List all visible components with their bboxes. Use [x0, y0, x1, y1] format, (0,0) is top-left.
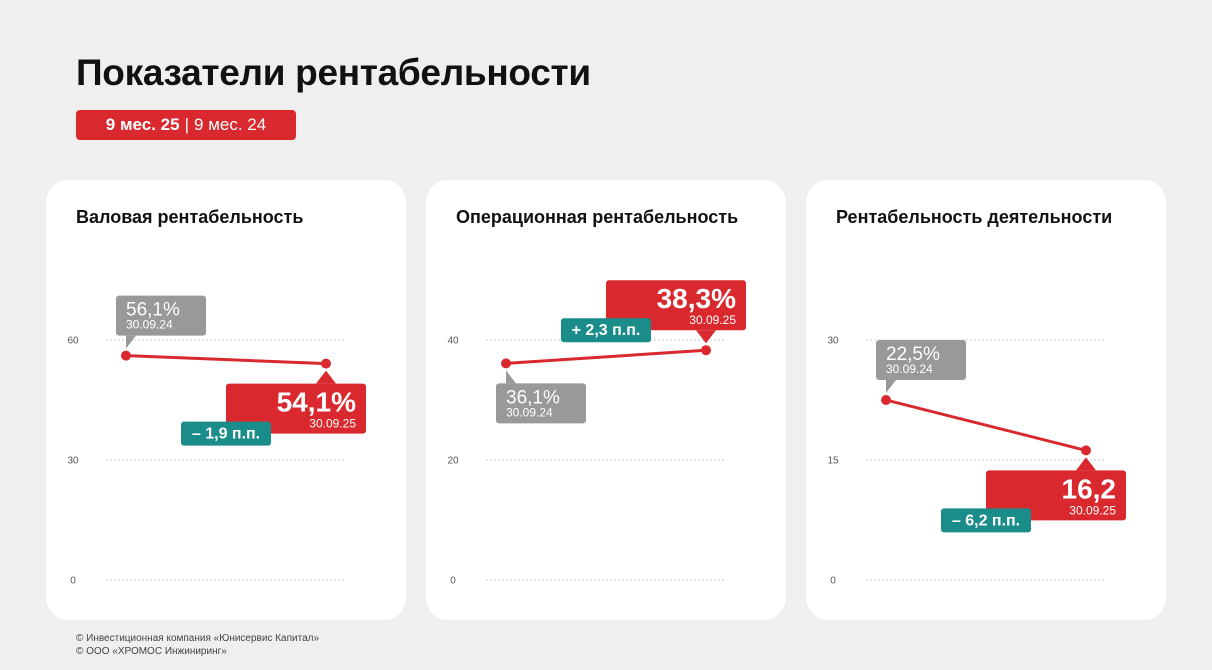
- y-tick-label: 20: [447, 456, 459, 467]
- data-point-curr: [1081, 445, 1091, 456]
- value-label-prev: 36,1%: [506, 387, 560, 408]
- series-line: [885, 398, 1087, 452]
- y-tick-label: 30: [827, 336, 839, 347]
- card-title: Операционная рентабельность: [456, 207, 739, 227]
- y-tick-label: 0: [70, 576, 76, 587]
- period-legend: 9 мес. 25 | 9 мес. 24: [76, 110, 296, 140]
- y-tick-label: 15: [827, 456, 839, 467]
- date-label-prev: 30.09.24: [126, 318, 173, 332]
- page-title: Показатели рентабельности: [76, 52, 591, 93]
- value-label-curr: 16,2: [1062, 473, 1117, 504]
- date-label-curr: 30.09.25: [1069, 503, 1116, 517]
- series-line: [505, 348, 707, 365]
- difference-label: – 1,9 п.п.: [192, 426, 260, 443]
- footer-line: © Инвестиционная компания «Юнисервис Кап…: [76, 633, 320, 644]
- footer-copyright: © Инвестиционная компания «Юнисервис Кап…: [76, 632, 319, 658]
- callout-pointer-curr: [316, 370, 336, 384]
- card-gross-margin: Валовая рентабельность 0 30 60 56,1% 30.09.2…: [46, 180, 406, 620]
- value-label-curr: 54,1%: [277, 387, 356, 418]
- y-tick-label: 40: [447, 336, 459, 347]
- date-label-prev: 30.09.24: [506, 405, 553, 419]
- callout-pointer-prev: [886, 380, 896, 393]
- callout-pointer-curr: [696, 330, 716, 344]
- data-point-prev: [121, 350, 131, 361]
- date-label-curr: 30.09.25: [689, 313, 736, 327]
- date-label-prev: 30.09.24: [886, 362, 933, 376]
- card-operating-margin: Операционная рентабельность 0 20 40 36,1% 30…: [426, 180, 786, 620]
- data-point-curr: [321, 358, 331, 369]
- callout-prev: [876, 340, 966, 380]
- callout-pointer-curr: [1076, 457, 1096, 471]
- card-title: Валовая рентабельность: [76, 207, 304, 227]
- chart-activity-margin: 0 15 30 22,5%30.09.24 16,230.09.25 – 6,2 п.п.: [827, 336, 1126, 587]
- y-tick-label: 0: [450, 576, 456, 587]
- period-separator: |: [184, 115, 190, 134]
- period-current: 9 мес. 25: [105, 115, 180, 134]
- chart-operating-margin: 0 20 40 36,1%30.09.24 38,3%30.09.25 + 2,3 п.п…: [447, 280, 746, 587]
- date-label-curr: 30.09.25: [309, 417, 356, 431]
- value-label-curr: 38,3%: [657, 283, 736, 314]
- callout-curr: [986, 470, 1126, 521]
- callout-prev: [116, 295, 206, 336]
- callout-prev: [496, 383, 586, 424]
- data-point-prev: [881, 395, 891, 405]
- y-tick-label: 60: [67, 336, 79, 347]
- callout-pointer-prev: [506, 370, 516, 384]
- difference-badge: [561, 318, 651, 343]
- card-activity-margin: Рентабельность деятельности 0 15 30 22,5% 30…: [806, 180, 1166, 620]
- chart-gross-margin: 0 30 60 56,1%30.09.24 54,1%30.09.25 – 1,9 п.п…: [67, 295, 366, 587]
- difference-badge: [181, 421, 271, 446]
- value-label-prev: 56,1%: [126, 300, 180, 321]
- series-line: [125, 354, 327, 366]
- data-point-prev: [501, 358, 511, 369]
- footer-line: © ООО «ХРОМОС Инжиниринг»: [76, 646, 227, 657]
- difference-badge: [941, 508, 1031, 533]
- difference-label: – 6,2 п.п.: [952, 512, 1020, 529]
- value-label-prev: 22,5%: [886, 344, 940, 365]
- period-previous: 9 мес. 24: [194, 115, 267, 134]
- callout-curr: [226, 383, 366, 434]
- callout-pointer-prev: [126, 335, 136, 349]
- difference-label: + 2,3 п.п.: [572, 322, 641, 339]
- data-point-curr: [701, 345, 711, 356]
- y-tick-label: 0: [830, 576, 836, 587]
- y-tick-label: 30: [67, 456, 79, 467]
- callout-curr: [606, 280, 746, 331]
- card-title: Рентабельность деятельности: [836, 207, 1113, 227]
